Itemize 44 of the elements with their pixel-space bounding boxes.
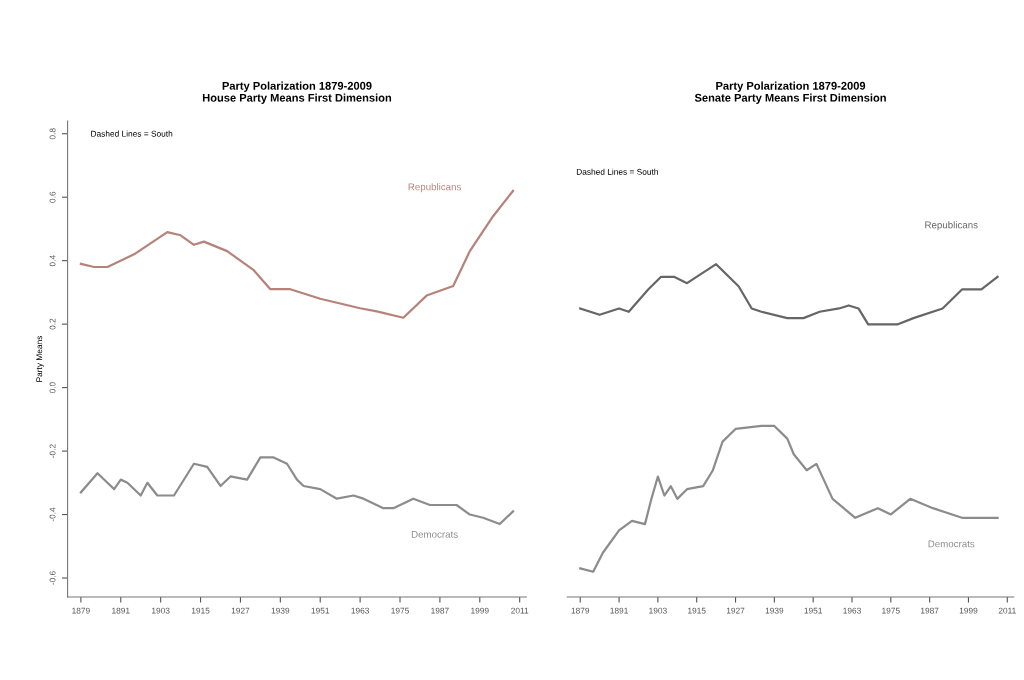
x-tick-label: 1999 (959, 607, 978, 614)
x-tick-label: 1879 (72, 607, 90, 614)
x-tick-label: 2011 (998, 607, 1016, 614)
x-tick-label: 1999 (471, 607, 489, 614)
x-tick-label: 1939 (765, 607, 784, 614)
annotation: Dashed Lines = South (91, 130, 173, 137)
chart-subtitle: Senate Party Means First Dimension (694, 93, 886, 104)
text: Democrats (411, 530, 458, 538)
y-tick-label: 0.2 (49, 318, 56, 330)
y-tick-label: -0.4 (49, 507, 56, 522)
x-tick-label: 1891 (610, 607, 628, 614)
x-tick-label: 1951 (804, 607, 823, 614)
y-tick-label: 0.6 (49, 191, 56, 203)
x-tick-label: 1915 (688, 607, 706, 614)
x-tick-label: 1891 (112, 607, 130, 614)
x-tick-label: 2011 (511, 607, 529, 614)
y-tick-label: -0.2 (49, 444, 56, 458)
x-tick-label: 1963 (351, 607, 370, 614)
y-axis-title: Party Means (36, 335, 44, 382)
y-tick-label: -0.6 (49, 571, 56, 585)
x-tick-label: 1987 (431, 607, 449, 614)
x-tick-label: 1927 (231, 607, 250, 614)
x-tick-label: 1951 (311, 607, 330, 614)
text: Republicans (925, 221, 978, 231)
chart-title: Party Polarization 1879-2009 (222, 81, 372, 92)
y-tick-label: 0.4 (49, 255, 56, 267)
text: Republicans (408, 183, 461, 193)
x-tick-label: 1975 (391, 607, 409, 614)
line-series (79, 456, 515, 526)
x-tick-label: 1927 (726, 607, 745, 614)
chart-subtitle: House Party Means First Dimension (202, 93, 392, 104)
y-tick-label: 0.8 (49, 128, 56, 140)
y-tick-label: 0.0 (49, 382, 56, 394)
x-tick-label: 1879 (571, 607, 590, 614)
text: Dashed Lines = South (576, 168, 658, 175)
x-tick-label: 1903 (649, 607, 667, 614)
x-tick-label: 1939 (271, 607, 290, 614)
x-tick-label: 1915 (191, 607, 210, 614)
x-tick-label: 1963 (843, 607, 861, 614)
x-tick-label: 1975 (882, 607, 900, 614)
x-tick-label: 1903 (152, 607, 170, 614)
chart-title: Party Polarization 1879-2009 (716, 81, 866, 92)
x-tick-label: 1987 (921, 607, 939, 614)
text: Democrats (928, 540, 975, 548)
